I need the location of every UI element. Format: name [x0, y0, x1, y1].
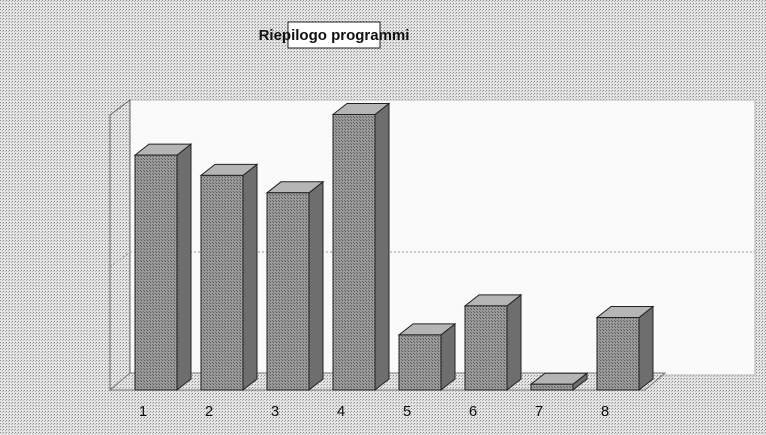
x-tick-label: 4	[337, 403, 345, 420]
bar	[331, 102, 391, 392]
bar-face	[266, 192, 310, 391]
bar-face	[374, 102, 390, 392]
bar-face	[638, 305, 654, 392]
bar	[265, 180, 325, 392]
bar-face	[134, 154, 178, 391]
bar-face	[200, 174, 244, 391]
bar	[133, 143, 193, 392]
title-box	[287, 21, 381, 49]
grid-line	[109, 251, 131, 268]
side-wall	[109, 99, 131, 391]
bar	[199, 163, 259, 392]
x-tick-label: 1	[139, 403, 147, 420]
bar-face	[506, 293, 522, 392]
x-tick-label: 6	[469, 403, 477, 420]
bar	[463, 293, 523, 392]
bar-face	[530, 383, 574, 391]
bar-face	[176, 143, 192, 392]
bar-face	[398, 334, 442, 391]
bar-face	[596, 317, 640, 391]
bar	[529, 372, 589, 392]
x-tick-label: 8	[601, 403, 609, 420]
chart-title: Riepilogo programmi	[259, 27, 410, 44]
x-tick-label: 5	[403, 403, 411, 420]
bar	[397, 322, 457, 392]
x-tick-label: 2	[205, 403, 213, 420]
x-tick-label: 7	[535, 403, 543, 420]
bar	[595, 305, 655, 392]
x-tick-label: 3	[271, 403, 279, 420]
bar-face	[308, 180, 324, 392]
bar-face	[464, 305, 508, 391]
bar-face	[332, 114, 376, 391]
bar-face	[242, 163, 258, 392]
